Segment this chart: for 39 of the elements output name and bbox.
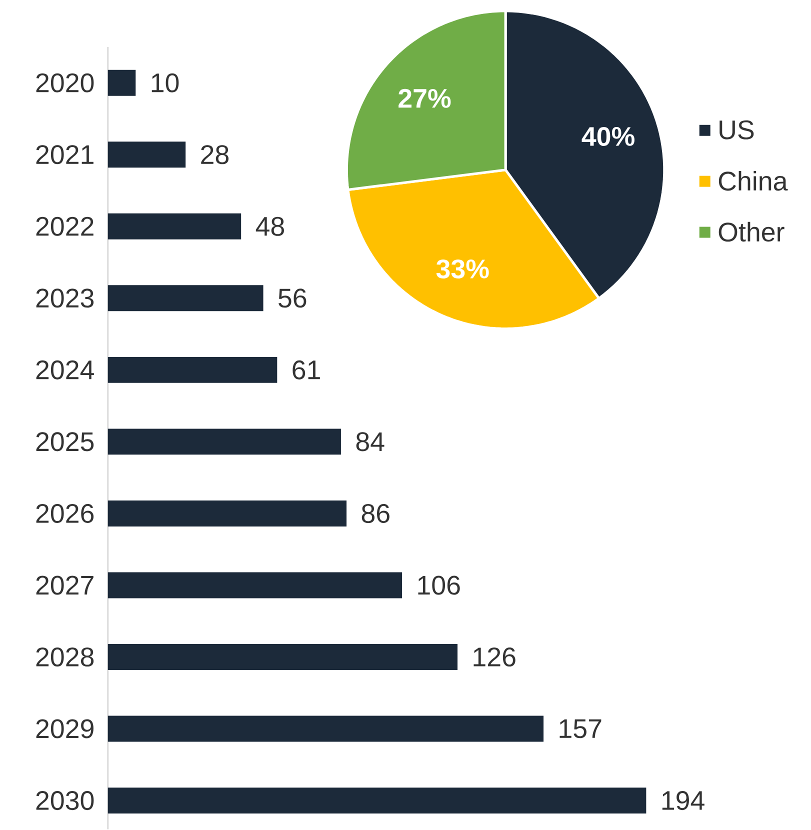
data-label: 194 (662, 791, 704, 810)
y-tick-label: 2028 (36, 647, 94, 667)
bar (108, 788, 646, 814)
legend-label: US (720, 120, 754, 140)
y-tick-label: 2021 (36, 145, 94, 164)
bar (108, 500, 346, 526)
y-tick-label: 2022 (36, 216, 94, 236)
bar (108, 142, 186, 168)
y-tick-label: 2026 (36, 504, 94, 523)
bar (108, 716, 544, 742)
y-tick-label: 2029 (36, 719, 94, 738)
y-tick-label: 2024 (36, 360, 94, 380)
bar (108, 428, 341, 455)
data-label: 61 (292, 360, 320, 380)
y-tick-label: 2027 (36, 576, 94, 595)
bar (108, 356, 278, 383)
legend-label: Other (718, 222, 784, 242)
y-tick-label: 2030 (36, 791, 94, 810)
bar (108, 572, 402, 598)
data-label: 48 (256, 216, 284, 236)
data-label: 86 (362, 504, 390, 523)
data-label: 33% (436, 259, 489, 279)
bar (108, 285, 264, 312)
y-tick-label: 2020 (36, 73, 94, 92)
data-label: 106 (418, 576, 460, 595)
y-tick-label: 2023 (36, 288, 94, 308)
data-label: 27% (398, 88, 451, 108)
bar (108, 70, 136, 96)
data-label: 126 (474, 647, 516, 667)
legend-label: China (718, 170, 788, 191)
data-label: 56 (278, 288, 306, 308)
data-label: 84 (356, 432, 384, 452)
data-label: 40% (582, 126, 634, 146)
data-label: 157 (560, 719, 602, 738)
bar (108, 213, 241, 240)
bar (108, 644, 458, 670)
data-label: 28 (201, 145, 228, 164)
data-label: 10 (152, 73, 179, 92)
y-tick-label: 2025 (36, 432, 94, 452)
